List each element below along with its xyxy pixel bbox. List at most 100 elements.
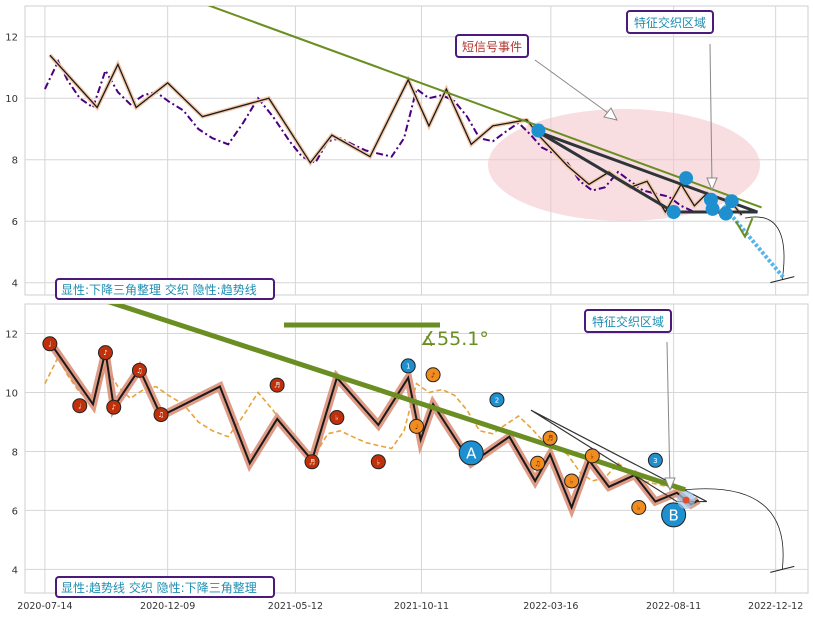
bottom-projection-tick	[770, 565, 795, 573]
top-price-series	[44, 59, 695, 213]
bottom-zigzag-line	[49, 341, 700, 511]
x-tick: 2022-12-12	[748, 601, 803, 612]
bottom-marker	[97, 345, 113, 361]
bottom-marker	[584, 448, 600, 464]
top-feature-label-text: 特征交织区域	[634, 15, 706, 30]
top-y-tick: 10	[5, 94, 18, 105]
top-projection-vee	[734, 217, 754, 239]
bottom-y-tick: 12	[5, 329, 18, 340]
bottom-marker-label: ♭	[637, 504, 640, 512]
bottom-marker-label: ♫	[534, 460, 540, 468]
bottom-marker-label: ♭	[570, 477, 573, 485]
bottom-marker-label: ♭	[335, 414, 338, 422]
top-projection-dashes	[721, 204, 786, 280]
bottom-feature-label-text: 特征交织区域	[592, 314, 664, 329]
bottom-marker	[489, 392, 505, 408]
bottom-marker-label: B	[668, 506, 678, 524]
top-y-tick-labels: 4 6 8 10 12	[5, 33, 18, 290]
bottom-marker	[564, 473, 580, 489]
bottom-trendline	[107, 304, 687, 493]
event-arrow-head	[603, 107, 618, 121]
bottom-caption-box	[55, 576, 275, 598]
bottom-feature-arrow-line	[666, 341, 671, 487]
bottom-marker-label: ♩	[415, 423, 418, 431]
bottom-panel: 4 6 8 10 12 ♩ ♩ ♪ ♪ ♫ ♫ ♬ ♬ ♭ ♭ 1 ♩ ♪ 2 ♫ ♬ ♭ ♭ ♭ 3 A B ∡55.1° 特征…	[5, 303, 809, 598]
top-marker	[531, 123, 546, 138]
bottom-marker-label: ♪	[103, 349, 107, 357]
bottom-marker-label: ♩	[78, 402, 81, 410]
bottom-marker-label: 2	[495, 396, 499, 404]
bottom-marker-label: A	[466, 444, 477, 462]
bottom-marker-label: ♪	[431, 371, 435, 379]
bottom-marker	[631, 499, 647, 515]
bottom-projection-curve	[685, 488, 784, 570]
top-marker	[705, 201, 720, 216]
bottom-marker	[458, 440, 484, 466]
bottom-series-group: ♩ ♩ ♪ ♪ ♫ ♫ ♬ ♬ ♭ ♭ 1 ♩ ♪ 2 ♫ ♬ ♭ ♭ ♭ 3 A B	[42, 304, 795, 573]
bottom-marker	[409, 418, 424, 434]
bottom-marker	[153, 407, 169, 423]
top-caption-text: 显性:下降三角整理 交织 隐性:趋势线	[61, 282, 257, 297]
top-event-annotation: 短信号事件	[455, 34, 618, 121]
bottom-y-tick: 6	[12, 506, 18, 517]
top-caption-box	[55, 278, 275, 300]
bottom-marker-label: 1	[406, 362, 410, 370]
bottom-marker-label: ♪	[112, 404, 116, 412]
bottom-y-tick: 4	[12, 565, 18, 576]
top-feature-arrow-line	[709, 43, 713, 187]
bottom-marker	[400, 358, 416, 374]
top-projection-curve	[744, 216, 785, 280]
event-label-text: 短信号事件	[462, 40, 522, 54]
top-series-group	[44, 6, 795, 284]
bottom-marker	[131, 362, 147, 378]
bottom-marker-label: ♬	[547, 435, 553, 443]
bottom-marker-label: ♩	[48, 340, 51, 348]
bottom-caption-text: 显性:趋势线 交织 隐性:下降三角整理	[61, 580, 257, 595]
bottom-marker-label: 3	[653, 457, 657, 465]
top-trendline	[207, 6, 762, 209]
bottom-marker	[425, 367, 441, 383]
bottom-marker-label: ♭	[377, 458, 380, 466]
top-y-tick: 8	[12, 156, 18, 167]
top-panel: 4 6 8 10 12 短信号事件 特征交织区域 显性:下降三角整理 交织 隐性:趋势线	[5, 5, 809, 300]
bottom-marker	[329, 410, 345, 426]
bottom-marker	[661, 502, 687, 528]
top-marker	[666, 204, 681, 219]
x-tick: 2020-12-09	[140, 601, 195, 612]
bottom-marker-label: ♭	[591, 452, 594, 460]
bottom-marker-label: ♬	[274, 382, 280, 390]
bottom-marker-label: ♫	[158, 411, 164, 419]
top-feature-zone-annotation: 特征交织区域	[626, 10, 718, 192]
top-y-tick: 12	[5, 33, 18, 44]
x-tick: 2021-05-12	[268, 601, 323, 612]
top-marker	[718, 206, 733, 221]
bottom-marker	[370, 454, 386, 470]
x-tick-labels: 2020-07-14 2020-12-09 2021-05-12 2021-10-11…	[17, 601, 803, 612]
bottom-y-tick-labels: 4 6 8 10 12	[5, 329, 18, 576]
bottom-marker	[42, 336, 58, 352]
bottom-marker-label: ♫	[136, 367, 142, 375]
angle-label: ∡55.1°	[420, 328, 489, 350]
bottom-marker	[269, 377, 285, 393]
bottom-marker	[530, 455, 546, 471]
top-marker	[679, 171, 694, 186]
bottom-target-dot	[682, 496, 690, 504]
top-y-tick: 4	[12, 279, 18, 290]
x-tick: 2021-10-11	[394, 601, 449, 612]
bottom-marker	[304, 454, 320, 470]
bottom-y-tick: 8	[12, 447, 18, 458]
bottom-feature-zone-annotation: 特征交织区域	[584, 309, 676, 492]
x-tick: 2020-07-14	[17, 601, 72, 612]
bottom-feature-arrow-head	[664, 477, 676, 492]
x-tick: 2022-08-11	[646, 601, 701, 612]
top-projection-tick	[770, 276, 795, 284]
bottom-y-tick: 10	[5, 388, 18, 399]
top-marker	[724, 194, 739, 209]
bottom-marker	[72, 398, 88, 414]
top-feature-ellipse	[488, 109, 760, 221]
top-feature-label-box	[626, 10, 714, 34]
bottom-marker	[542, 430, 558, 446]
bottom-marker	[106, 399, 122, 415]
top-y-tick: 6	[12, 217, 18, 228]
